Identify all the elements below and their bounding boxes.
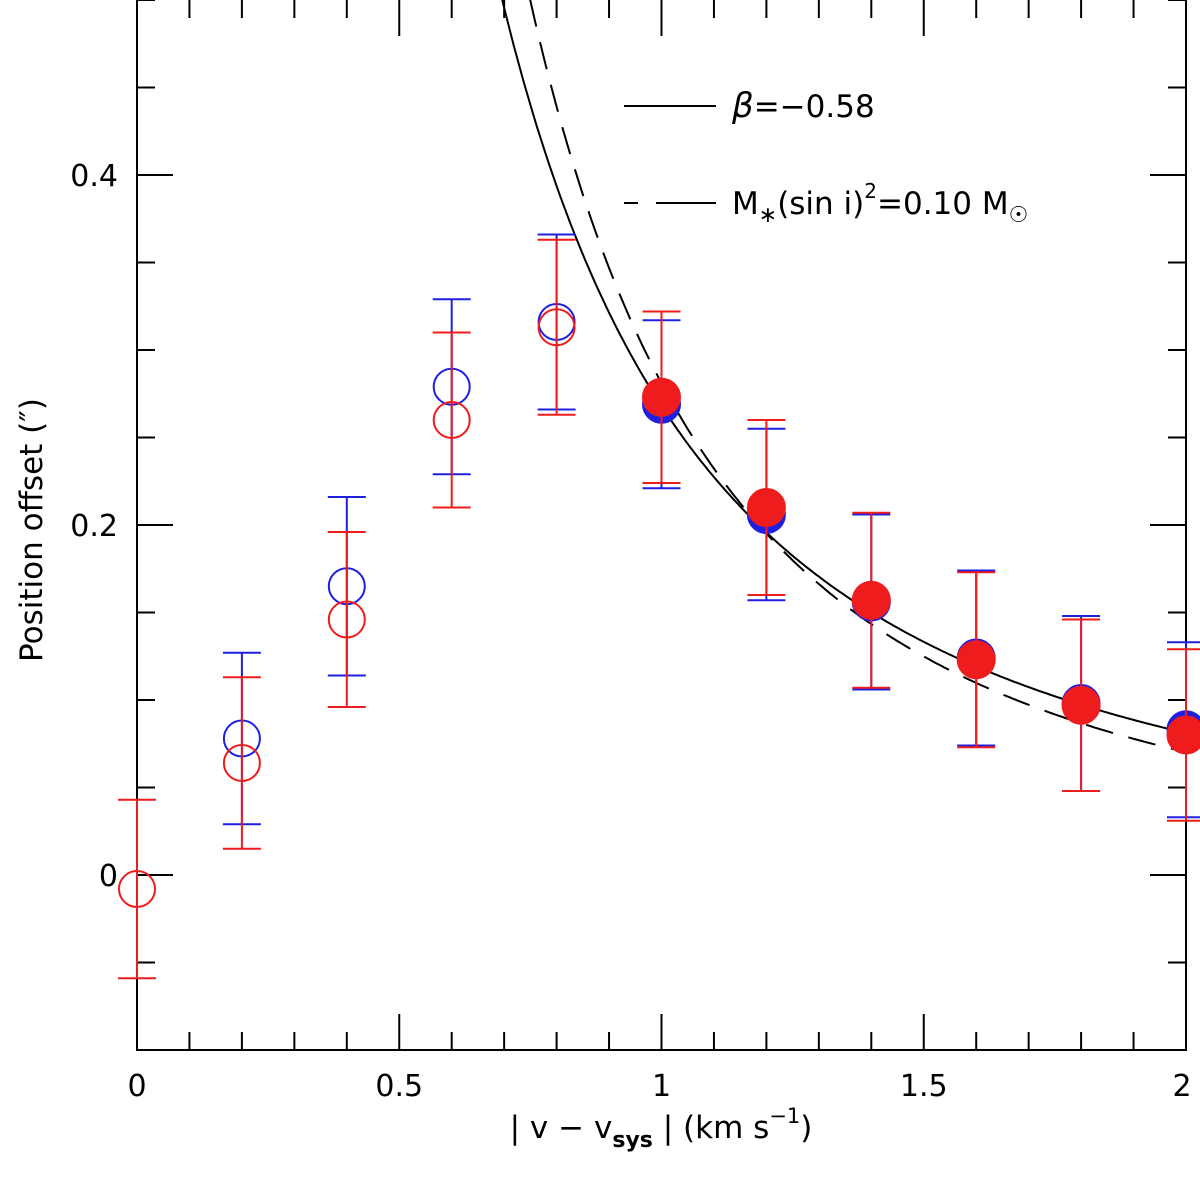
axis-ticks xyxy=(136,0,1187,1051)
x-tick-labels: 0 0.5 1 1.5 2 xyxy=(127,1069,1191,1104)
red-filled-point xyxy=(851,580,891,620)
beta-fit-curve xyxy=(501,0,1186,734)
blue-filled-series xyxy=(642,319,1200,819)
x-axis-label: | v − vsys | (km s−1) xyxy=(510,1104,813,1155)
keplerian-fit-curve xyxy=(529,0,1186,754)
red-open-point xyxy=(222,744,261,782)
red-open-point xyxy=(432,401,471,439)
red-open-series xyxy=(118,238,576,980)
y-tick-label: 0 xyxy=(99,859,118,894)
red-open-point xyxy=(118,870,156,908)
y-tick-labels: 0 0.2 0.4 xyxy=(70,159,118,894)
red-filled-point xyxy=(642,377,681,417)
x-tick-label: 1.5 xyxy=(900,1069,948,1104)
plot-frame xyxy=(136,0,1187,1051)
y-tick-label: 0.2 xyxy=(70,509,118,544)
legend-solid-label: β=−0.58 xyxy=(731,86,875,126)
legend-dashed-label: M∗(sin i)2=0.10 M☉ xyxy=(732,179,1028,228)
x-tick-label: 0.5 xyxy=(375,1069,423,1104)
red-filled-series xyxy=(642,310,1200,822)
legend: β=−0.58 M∗(sin i)2=0.10 M☉ xyxy=(624,86,1028,228)
red-filled-point xyxy=(1061,685,1101,725)
y-axis-label: Position offset (″) xyxy=(14,398,50,662)
fit-curves xyxy=(501,0,1186,754)
blue-open-series xyxy=(222,233,576,826)
red-open-point xyxy=(537,308,576,347)
red-filled-point xyxy=(956,640,996,680)
x-tick-label: 0 xyxy=(127,1069,146,1104)
x-tick-label: 2 xyxy=(1172,1069,1191,1104)
red-filled-point xyxy=(746,488,786,527)
red-open-point xyxy=(327,600,366,639)
red-filled-point xyxy=(1166,715,1200,755)
data-series xyxy=(118,233,1200,980)
y-tick-label: 0.4 xyxy=(70,159,118,194)
x-tick-label: 1 xyxy=(652,1069,671,1104)
